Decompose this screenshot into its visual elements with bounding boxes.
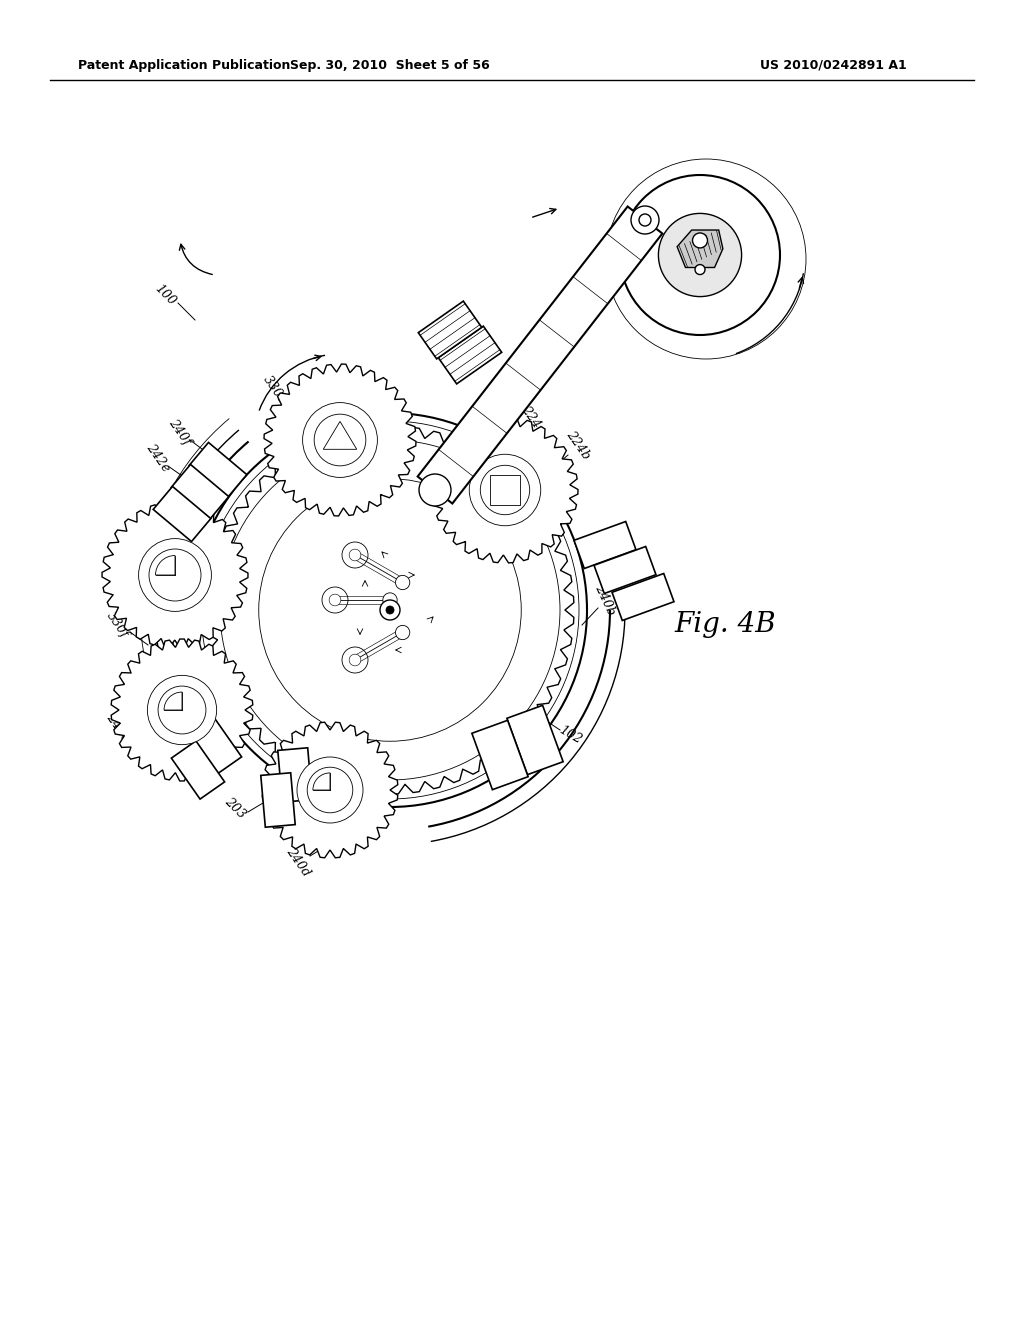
- Text: 224b: 224b: [563, 428, 593, 462]
- Text: 242e: 242e: [143, 441, 172, 475]
- Circle shape: [297, 756, 362, 822]
- Circle shape: [419, 474, 451, 506]
- Polygon shape: [112, 639, 253, 781]
- Circle shape: [395, 576, 410, 590]
- Circle shape: [329, 594, 341, 606]
- Circle shape: [342, 647, 368, 673]
- Circle shape: [307, 767, 353, 813]
- Polygon shape: [594, 546, 656, 594]
- Circle shape: [692, 232, 708, 248]
- Text: 203: 203: [222, 795, 248, 821]
- Wedge shape: [313, 774, 330, 789]
- Polygon shape: [432, 417, 578, 562]
- Polygon shape: [507, 705, 563, 775]
- Circle shape: [158, 686, 206, 734]
- Circle shape: [349, 549, 360, 561]
- Polygon shape: [261, 772, 295, 828]
- Circle shape: [349, 655, 360, 665]
- Text: Sep. 30, 2010  Sheet 5 of 56: Sep. 30, 2010 Sheet 5 of 56: [290, 58, 489, 71]
- Text: Patent Application Publication: Patent Application Publication: [78, 58, 291, 71]
- Circle shape: [469, 454, 541, 525]
- Circle shape: [613, 168, 793, 347]
- Polygon shape: [278, 748, 312, 803]
- Text: 102: 102: [556, 723, 584, 747]
- Circle shape: [147, 676, 217, 744]
- Text: 240d: 240d: [284, 845, 312, 879]
- Text: 240f: 240f: [167, 417, 194, 447]
- Polygon shape: [490, 475, 520, 504]
- Polygon shape: [171, 465, 228, 520]
- Circle shape: [658, 214, 741, 297]
- Circle shape: [322, 587, 348, 612]
- Text: 330f: 330f: [103, 610, 130, 640]
- Circle shape: [201, 421, 579, 799]
- Circle shape: [620, 176, 780, 335]
- Circle shape: [620, 176, 780, 335]
- Polygon shape: [188, 715, 242, 774]
- Text: 242d: 242d: [103, 711, 132, 744]
- Polygon shape: [418, 301, 481, 359]
- Circle shape: [193, 413, 587, 807]
- Wedge shape: [156, 556, 175, 576]
- Circle shape: [303, 403, 378, 478]
- Text: 240b: 240b: [592, 582, 617, 618]
- Polygon shape: [324, 421, 356, 449]
- Polygon shape: [612, 573, 674, 620]
- Circle shape: [150, 549, 201, 601]
- Circle shape: [259, 479, 521, 742]
- Wedge shape: [164, 692, 182, 710]
- Polygon shape: [264, 364, 416, 516]
- Text: 224a: 224a: [518, 404, 548, 437]
- Polygon shape: [472, 721, 528, 789]
- Text: US 2010/0242891 A1: US 2010/0242891 A1: [760, 58, 906, 71]
- Polygon shape: [206, 426, 573, 795]
- Polygon shape: [189, 442, 247, 498]
- Circle shape: [386, 606, 394, 614]
- Polygon shape: [574, 521, 636, 569]
- Text: Fig. 4B: Fig. 4B: [674, 611, 776, 639]
- Polygon shape: [677, 230, 723, 268]
- Polygon shape: [154, 487, 211, 541]
- Circle shape: [220, 440, 560, 780]
- Circle shape: [314, 414, 366, 466]
- Polygon shape: [102, 502, 248, 648]
- Circle shape: [383, 593, 397, 607]
- Circle shape: [395, 626, 410, 640]
- Circle shape: [380, 601, 400, 620]
- Polygon shape: [171, 741, 224, 799]
- Circle shape: [342, 543, 368, 568]
- Circle shape: [138, 539, 211, 611]
- Polygon shape: [438, 326, 502, 384]
- Polygon shape: [262, 722, 397, 858]
- Text: 330a: 330a: [261, 374, 290, 407]
- Text: 240a: 240a: [305, 388, 335, 421]
- Circle shape: [480, 465, 529, 515]
- Circle shape: [639, 214, 651, 226]
- Circle shape: [695, 264, 705, 275]
- Circle shape: [631, 206, 659, 234]
- Text: 100: 100: [152, 282, 178, 308]
- Circle shape: [606, 158, 806, 359]
- Polygon shape: [418, 206, 663, 503]
